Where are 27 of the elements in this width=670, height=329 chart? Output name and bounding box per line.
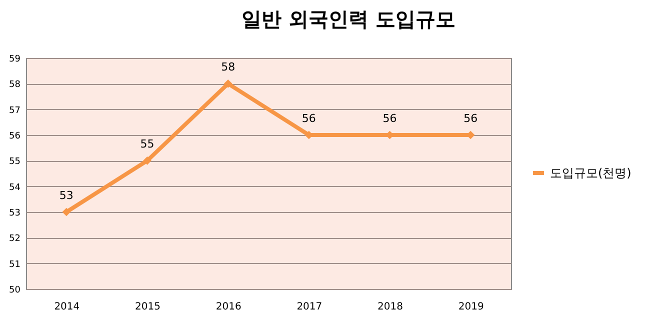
y-tick-label: 54 [9,182,21,193]
x-tick-label: 2019 [458,302,484,312]
data-label: 58 [221,60,236,74]
x-tick-label: 2017 [296,302,322,312]
legend-label: 도입규모(천명) [550,166,632,180]
y-tick-label: 52 [9,234,20,244]
data-label: 53 [59,189,74,202]
point [224,79,232,88]
x-tick-label: 2016 [216,302,242,312]
y-tick-label: 53 [9,208,20,218]
point [62,208,71,216]
x-tick-label: 2014 [54,302,80,312]
y-tick-label: 59 [9,54,21,64]
data-label: 56 [464,112,478,125]
x-tick-label: 2015 [135,302,160,312]
y-tick-label: 51 [9,260,20,270]
x-tick-label: 2018 [378,302,403,312]
data-label: 56 [382,112,397,125]
y-tick-label: 56 [9,132,21,142]
point [143,156,152,165]
y-tick-label: 50 [9,286,21,296]
data-label: 55 [140,138,154,151]
y-tick-label: 55 [9,157,20,168]
y-tick-label: 58 [9,80,21,90]
y-tick-label: 57 [9,106,20,116]
chart-title: 일반 외국인력 도입규모 [242,7,456,31]
data-label: 56 [302,112,316,125]
